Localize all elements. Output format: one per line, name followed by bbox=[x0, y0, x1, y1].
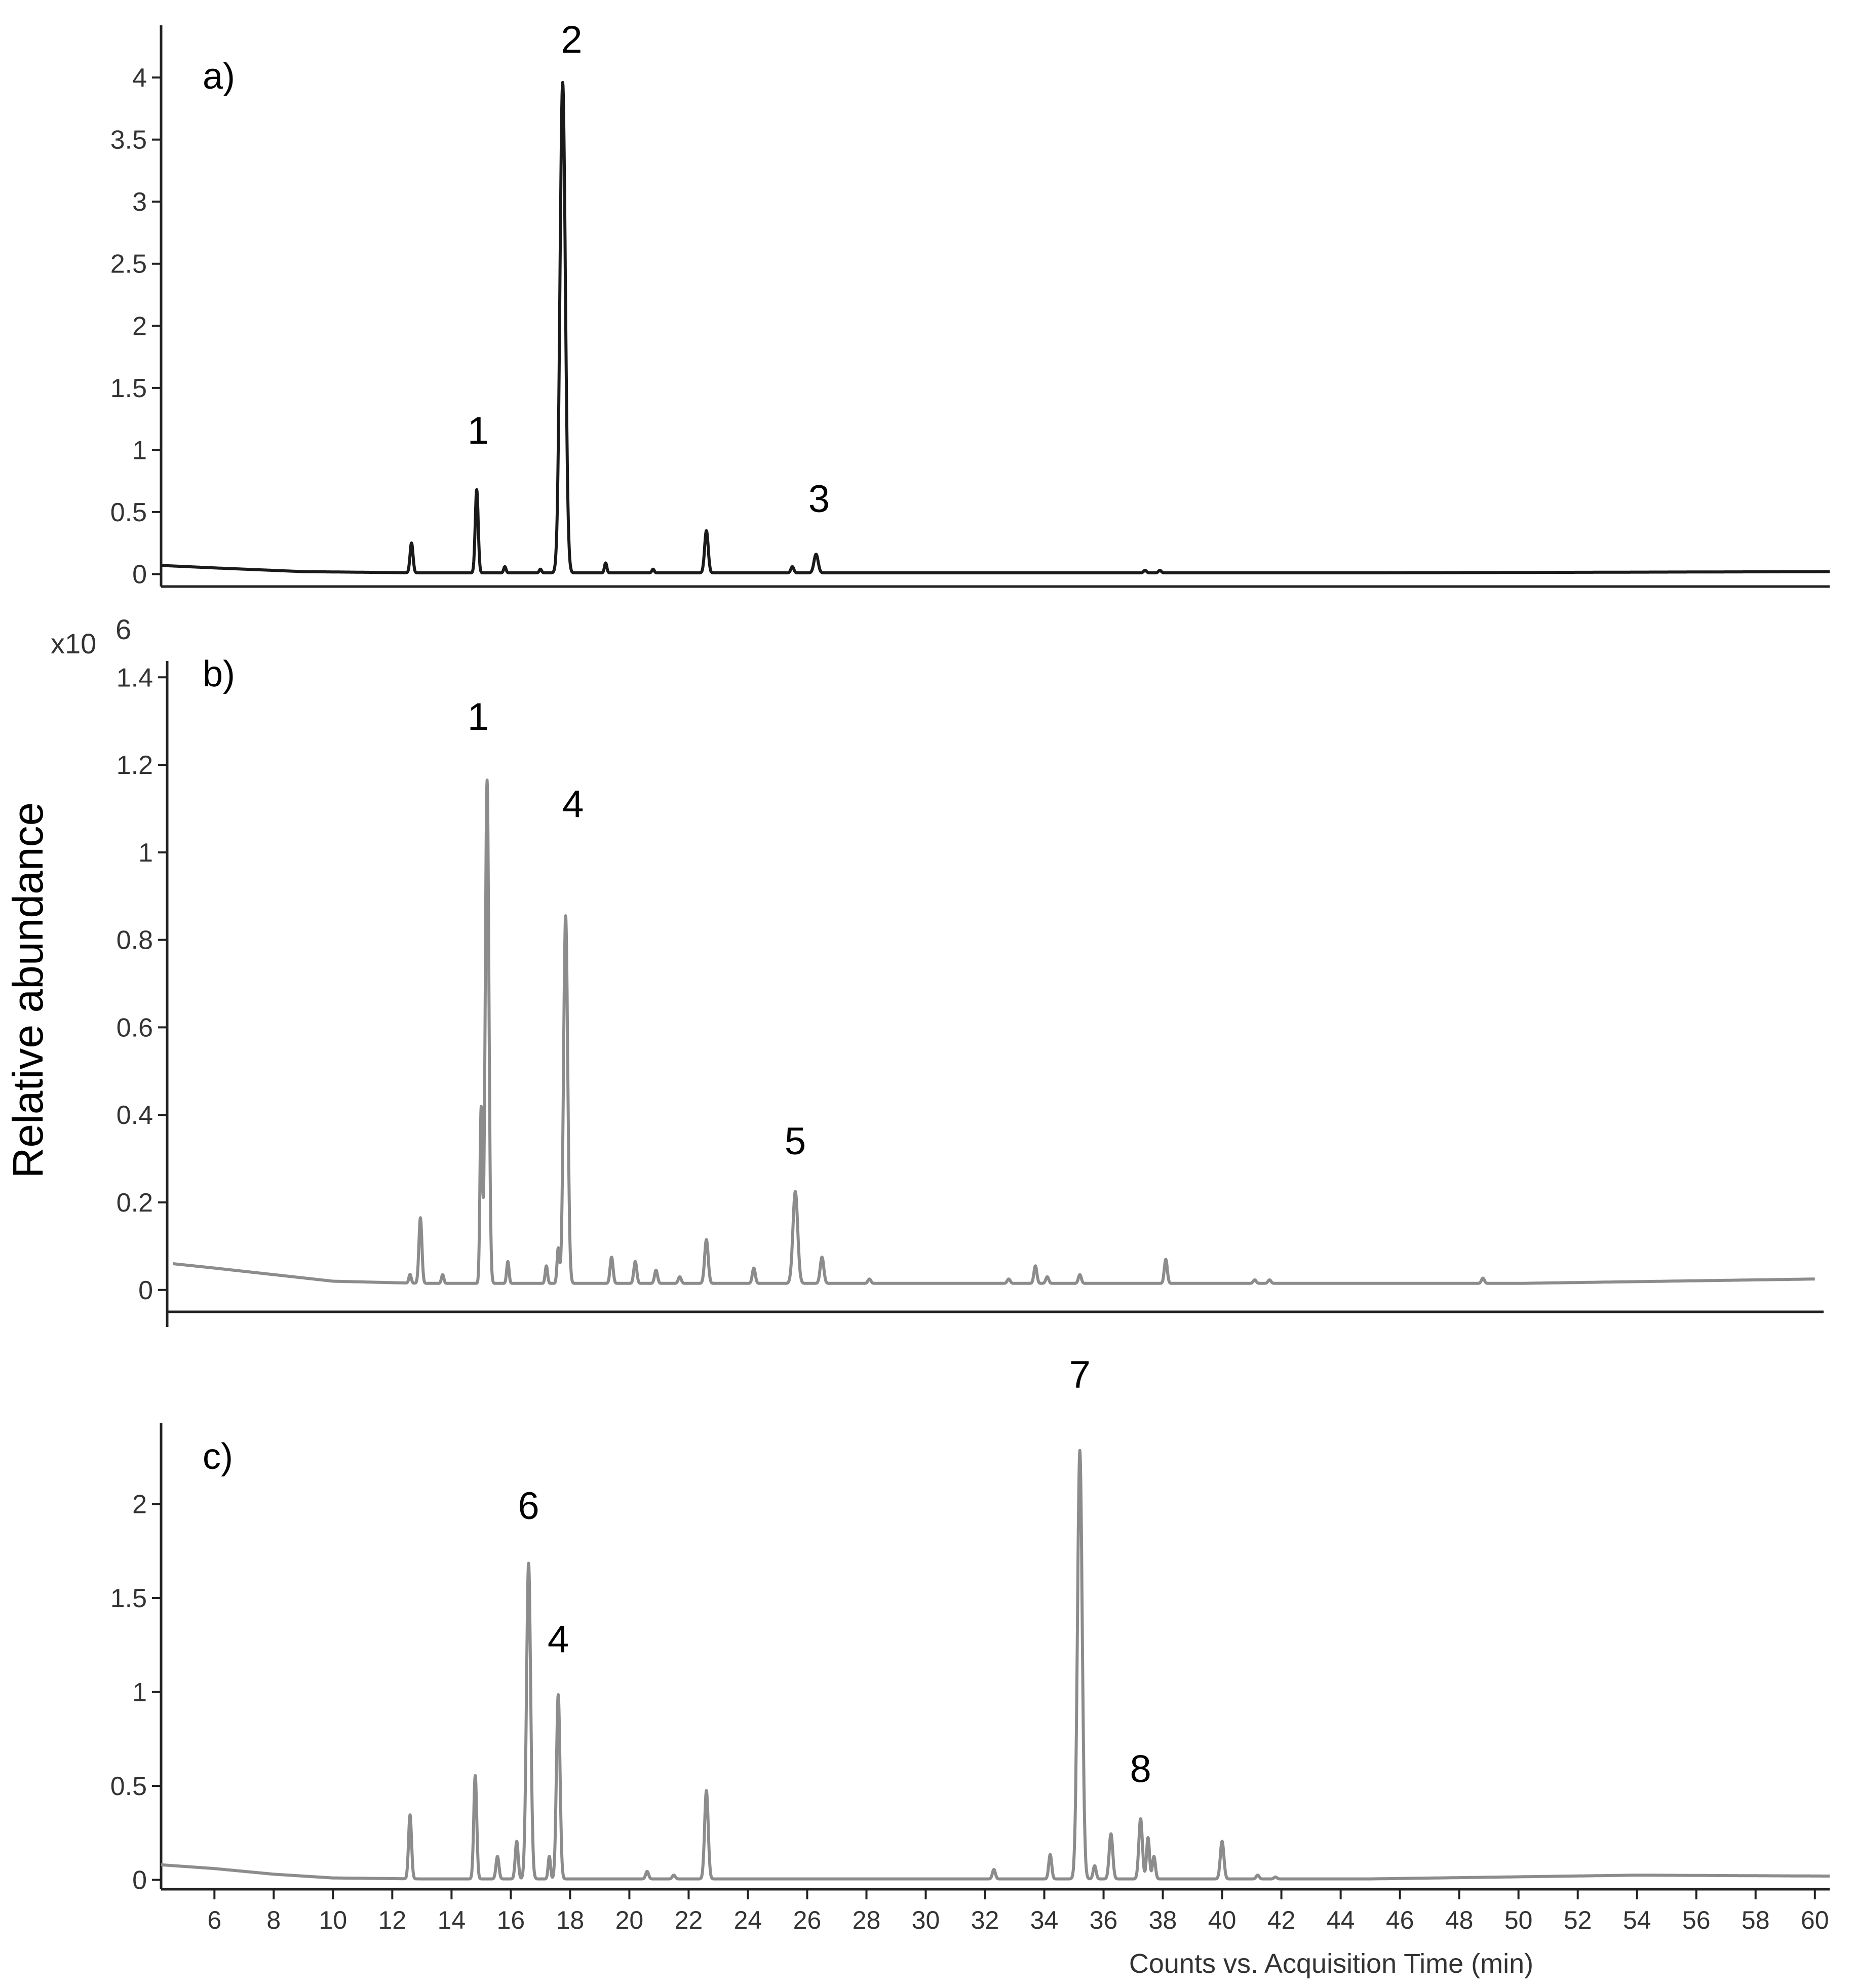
panel-c-peak-label: 8 bbox=[1130, 1748, 1151, 1791]
x-tick-label: 6 bbox=[207, 1906, 221, 1934]
x-tick-label: 26 bbox=[793, 1906, 822, 1934]
panel-c-y-tick-label: 1.5 bbox=[110, 1584, 147, 1613]
x-tick-label: 44 bbox=[1327, 1906, 1355, 1934]
x-tick-label: 20 bbox=[615, 1906, 644, 1934]
x-tick-label: 52 bbox=[1564, 1906, 1592, 1934]
x-tick-label: 22 bbox=[675, 1906, 703, 1934]
x-tick-label: 32 bbox=[971, 1906, 999, 1934]
panel-a-y-tick-label: 4 bbox=[132, 63, 147, 93]
panel-a-chart: 0 0.5 1 1.5 2 2.5 3 3.5 4 a) 1 2 3 bbox=[110, 18, 1831, 589]
panel-a-label: a) bbox=[203, 56, 235, 97]
panel-a-peak-label: 1 bbox=[468, 409, 489, 452]
panel-c-peak-label: 7 bbox=[1069, 1353, 1091, 1396]
panel-b-label: b) bbox=[203, 654, 235, 694]
panel-c-chart: 00.511.526 8 10 12 14 16 18 20 22 24 26 28 30 32 34 36 3… bbox=[110, 1353, 1831, 1934]
panel-a-y-tick-label: 2.5 bbox=[110, 250, 147, 279]
panel-b-chart: 0 0.2 0.4 0.6 0.8 1 1.2 1.4 b) 1 4 5 bbox=[117, 654, 1824, 1327]
panel-a-y-tick-label: 0.5 bbox=[110, 498, 147, 527]
x-tick-label: 34 bbox=[1030, 1906, 1059, 1934]
panel-a-peak-label: 3 bbox=[808, 478, 830, 521]
panel-b-y-tick-label: 0.4 bbox=[117, 1101, 153, 1130]
panel-c-label: c) bbox=[203, 1436, 233, 1477]
x-tick-label: 46 bbox=[1386, 1906, 1414, 1934]
panel-a-peak-label: 2 bbox=[561, 18, 582, 61]
x-tick-label: 50 bbox=[1504, 1906, 1533, 1934]
panel-a-y-tick-label: 0 bbox=[132, 560, 147, 589]
panel-b-trace bbox=[172, 778, 1817, 1285]
panel-a-y-tick-label: 2 bbox=[132, 311, 147, 341]
x-tick-label: 8 bbox=[266, 1906, 281, 1934]
panel-c-peak-label: 6 bbox=[518, 1485, 539, 1528]
x-tick-label: 10 bbox=[319, 1906, 347, 1934]
panel-c-y-tick-label: 2 bbox=[132, 1490, 147, 1519]
x-tick-label: 18 bbox=[556, 1906, 585, 1934]
y-axis-title: Relative abundance bbox=[4, 802, 52, 1179]
panel-a-trace bbox=[160, 81, 1831, 574]
x-tick-label: 16 bbox=[497, 1906, 525, 1934]
panel-b-peak-label: 5 bbox=[785, 1120, 806, 1163]
x-tick-label: 12 bbox=[378, 1906, 407, 1934]
panel-a-y-tick-label: 3.5 bbox=[110, 126, 147, 155]
x-tick-label: 60 bbox=[1801, 1906, 1829, 1934]
x-tick-label: 42 bbox=[1267, 1906, 1296, 1934]
x-tick-label: 28 bbox=[853, 1906, 881, 1934]
panel-b-peak-label: 1 bbox=[468, 695, 489, 738]
panel-c-trace bbox=[160, 1449, 1831, 1881]
x-tick-label: 36 bbox=[1090, 1906, 1118, 1934]
panel-c-y-tick-label: 0.5 bbox=[110, 1772, 147, 1801]
x-tick-label: 30 bbox=[912, 1906, 940, 1934]
panel-b-y-tick-label: 0 bbox=[138, 1276, 153, 1305]
panel-b-peak-label: 4 bbox=[562, 783, 584, 826]
panel-a-y-tick-label: 3 bbox=[132, 187, 147, 217]
x-axis-title: Counts vs. Acquisition Time (min) bbox=[1129, 1948, 1533, 1979]
panel-b-y-tick-label: 1.2 bbox=[117, 751, 153, 780]
x-tick-label: 48 bbox=[1445, 1906, 1474, 1934]
panel-b-y-tick-label: 0.8 bbox=[117, 926, 153, 955]
panel-a-y-tick-label: 1 bbox=[132, 436, 147, 465]
panel-b-y-tick-label: 1.4 bbox=[117, 663, 153, 692]
panel-b-y-tick-label: 1 bbox=[138, 838, 153, 868]
y-axis-multiplier-exponent: 6 bbox=[115, 613, 131, 645]
panel-c-peak-label: 4 bbox=[548, 1618, 569, 1661]
panel-c-y-tick-label: 1 bbox=[132, 1678, 147, 1707]
x-tick-label: 40 bbox=[1208, 1906, 1236, 1934]
panel-c-y-tick-label: 0 bbox=[132, 1865, 147, 1895]
panel-a-y-tick-label: 1.5 bbox=[110, 374, 147, 403]
x-tick-label: 58 bbox=[1742, 1906, 1770, 1934]
x-tick-label: 56 bbox=[1682, 1906, 1711, 1934]
panel-b-y-tick-label: 0.2 bbox=[117, 1188, 153, 1218]
y-axis-multiplier: x10 bbox=[51, 628, 96, 659]
x-tick-label: 54 bbox=[1623, 1906, 1651, 1934]
x-tick-label: 24 bbox=[734, 1906, 762, 1934]
panel-b-y-tick-label: 0.6 bbox=[117, 1013, 153, 1042]
x-tick-label: 14 bbox=[438, 1906, 466, 1934]
x-tick-label: 38 bbox=[1149, 1906, 1177, 1934]
